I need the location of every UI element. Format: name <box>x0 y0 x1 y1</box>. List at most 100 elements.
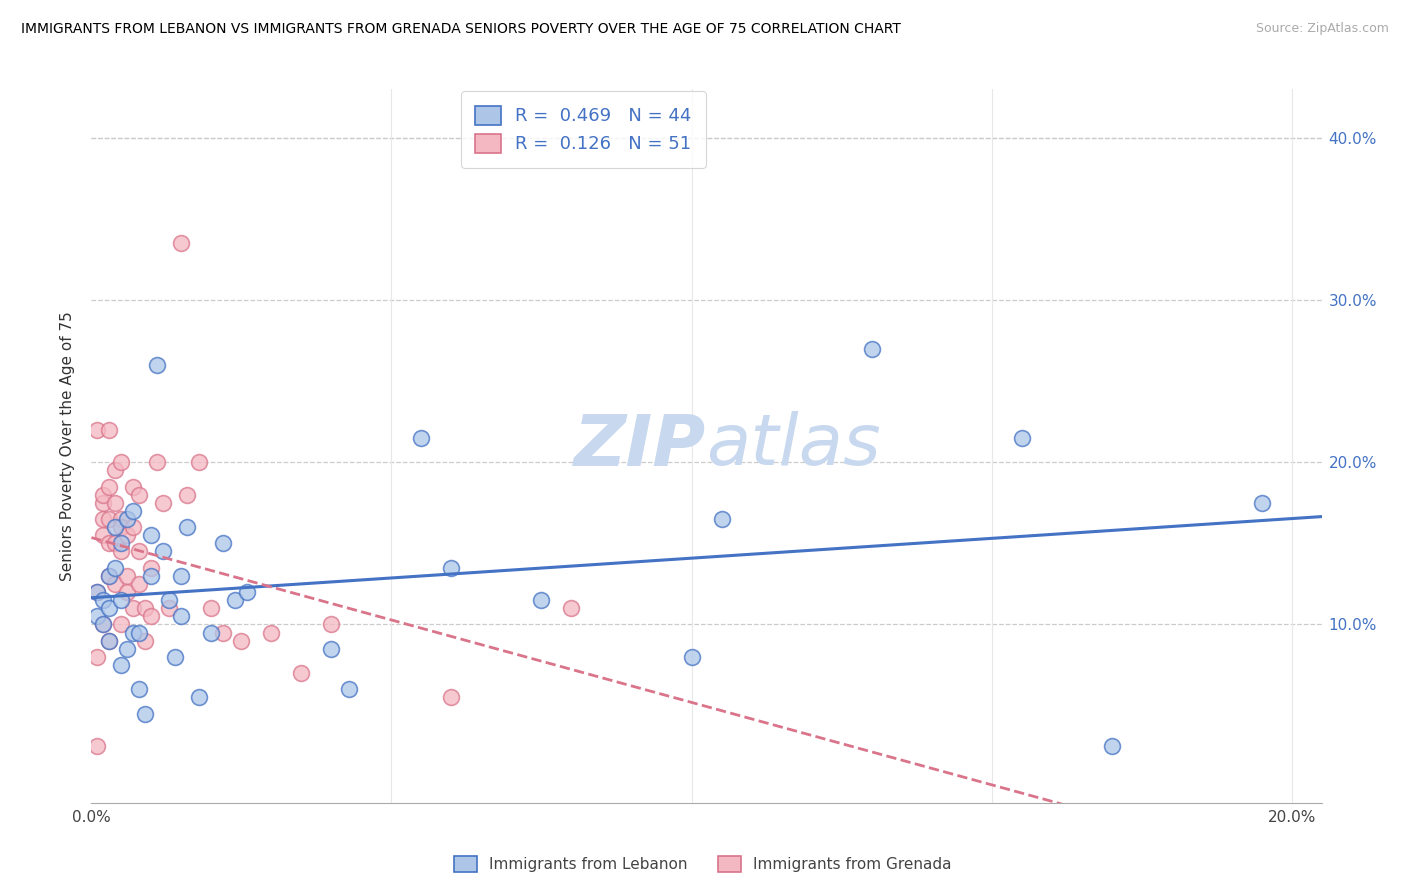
Point <box>134 601 156 615</box>
Point <box>231 633 253 648</box>
Point <box>170 236 193 251</box>
Point <box>411 431 433 445</box>
Point <box>134 706 156 721</box>
Point <box>321 617 343 632</box>
Point <box>260 625 283 640</box>
Text: Source: ZipAtlas.com: Source: ZipAtlas.com <box>1256 22 1389 36</box>
Point <box>104 577 127 591</box>
Point <box>321 641 343 656</box>
Point <box>128 682 150 697</box>
Point <box>86 585 108 599</box>
Text: atlas: atlas <box>706 411 882 481</box>
Point <box>122 601 145 615</box>
Point <box>86 423 108 437</box>
Point <box>339 682 361 697</box>
Point <box>157 601 180 615</box>
Point <box>290 666 312 681</box>
Text: IMMIGRANTS FROM LEBANON VS IMMIGRANTS FROM GRENADA SENIORS POVERTY OVER THE AGE : IMMIGRANTS FROM LEBANON VS IMMIGRANTS FR… <box>21 22 901 37</box>
Point <box>86 609 108 624</box>
Point <box>1101 739 1123 753</box>
Point <box>98 568 121 582</box>
Point <box>1250 496 1272 510</box>
Point <box>170 609 193 624</box>
Point <box>86 585 108 599</box>
Point <box>117 512 139 526</box>
Point <box>157 593 180 607</box>
Point <box>681 649 703 664</box>
Point <box>128 488 150 502</box>
Point <box>93 593 115 607</box>
Point <box>128 625 150 640</box>
Point <box>141 560 163 574</box>
Point <box>86 739 108 753</box>
Point <box>440 690 463 705</box>
Point <box>176 488 198 502</box>
Point <box>93 528 115 542</box>
Point <box>98 601 121 615</box>
Point <box>104 536 127 550</box>
Point <box>122 504 145 518</box>
Point <box>104 560 127 574</box>
Point <box>212 625 235 640</box>
Point <box>560 601 582 615</box>
Point <box>110 544 132 558</box>
Point <box>93 488 115 502</box>
Point <box>200 625 222 640</box>
Point <box>110 593 132 607</box>
Legend: R =  0.469   N = 44, R =  0.126   N = 51: R = 0.469 N = 44, R = 0.126 N = 51 <box>461 91 706 168</box>
Point <box>93 617 115 632</box>
Point <box>110 455 132 469</box>
Point <box>93 617 115 632</box>
Point <box>224 593 246 607</box>
Y-axis label: Seniors Poverty Over the Age of 75: Seniors Poverty Over the Age of 75 <box>60 311 76 581</box>
Point <box>141 609 163 624</box>
Point <box>188 455 211 469</box>
Point <box>860 342 883 356</box>
Point <box>152 496 174 510</box>
Point <box>93 496 115 510</box>
Point <box>146 358 169 372</box>
Point <box>110 536 132 550</box>
Point <box>146 455 169 469</box>
Point <box>104 463 127 477</box>
Point <box>141 528 163 542</box>
Text: ZIP: ZIP <box>574 411 706 481</box>
Point <box>170 568 193 582</box>
Legend: Immigrants from Lebanon, Immigrants from Grenada: Immigrants from Lebanon, Immigrants from… <box>447 848 959 880</box>
Point <box>152 544 174 558</box>
Point <box>122 625 145 640</box>
Point <box>440 560 463 574</box>
Point <box>117 528 139 542</box>
Point <box>530 593 553 607</box>
Point <box>104 496 127 510</box>
Point <box>98 633 121 648</box>
Point <box>128 544 150 558</box>
Point <box>98 633 121 648</box>
Point <box>122 479 145 493</box>
Point <box>176 520 198 534</box>
Point <box>98 479 121 493</box>
Point <box>86 649 108 664</box>
Point <box>110 617 132 632</box>
Point <box>128 577 150 591</box>
Point <box>98 536 121 550</box>
Point <box>134 633 156 648</box>
Point <box>93 512 115 526</box>
Point <box>117 585 139 599</box>
Point <box>104 520 127 534</box>
Point <box>98 512 121 526</box>
Point <box>117 568 139 582</box>
Point <box>117 641 139 656</box>
Point <box>110 520 132 534</box>
Point <box>98 568 121 582</box>
Point <box>1011 431 1033 445</box>
Point <box>122 520 145 534</box>
Point <box>188 690 211 705</box>
Point <box>200 601 222 615</box>
Point <box>110 512 132 526</box>
Point <box>165 649 187 664</box>
Point <box>710 512 733 526</box>
Point <box>212 536 235 550</box>
Point <box>98 423 121 437</box>
Point <box>236 585 259 599</box>
